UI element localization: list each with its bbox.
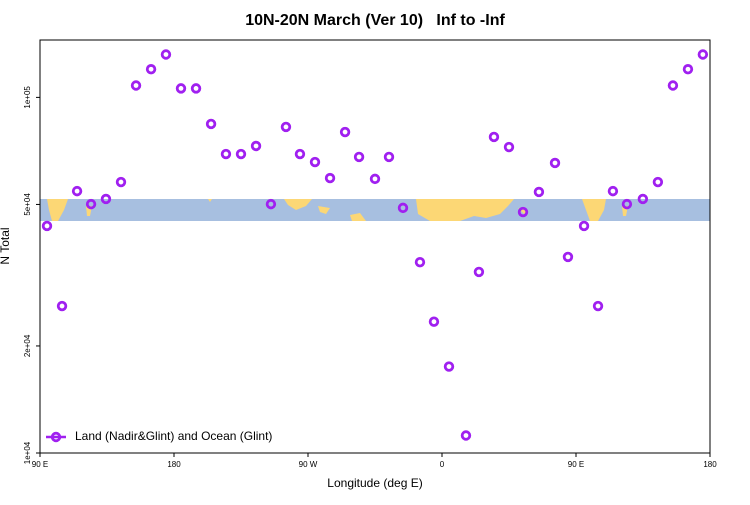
legend-marker [50, 431, 62, 443]
x-tick-label: 90 W [299, 460, 318, 469]
data-point [473, 266, 485, 278]
data-point [100, 193, 112, 205]
data-point [294, 148, 306, 160]
data-point [130, 80, 142, 91]
y-tick-label: 1e+05 [23, 86, 32, 109]
data-point [145, 64, 157, 75]
plot-frame [39, 39, 711, 454]
data-point [682, 64, 694, 75]
data-point [353, 151, 365, 163]
data-point [621, 198, 633, 210]
data-point [383, 151, 395, 163]
data-point [250, 140, 262, 152]
data-point [460, 430, 472, 441]
x-tick-label: 0 [440, 460, 445, 469]
x-tick-label: 90 E [568, 460, 584, 469]
data-point [667, 80, 679, 91]
data-point [265, 198, 277, 210]
y-axis-label: N Total [0, 227, 12, 264]
y-tick-label: 2e+04 [23, 334, 32, 357]
data-point [280, 121, 292, 133]
data-point [397, 202, 409, 214]
data-point [339, 126, 351, 138]
data-point [578, 220, 590, 232]
x-tick-label: 180 [703, 460, 717, 469]
data-point [324, 172, 336, 184]
data-point [414, 256, 426, 268]
data-point [592, 300, 604, 312]
data-point [309, 156, 321, 168]
x-tick-label: 180 [167, 460, 181, 469]
data-point [533, 186, 545, 198]
x-tick-label: 90 E [32, 460, 48, 469]
data-point [369, 173, 381, 185]
chart-title: 10N-20N March (Ver 10) Inf to -Inf [245, 12, 505, 29]
data-point [205, 118, 217, 130]
data-point [220, 148, 232, 160]
data-point [71, 185, 83, 197]
data-point [607, 185, 619, 197]
data-point [443, 361, 455, 372]
data-point [488, 131, 500, 143]
data-point [85, 198, 97, 210]
x-axis-label: Longitude (deg E) [327, 476, 422, 490]
data-point [56, 300, 68, 312]
y-tick-label: 5e+04 [23, 193, 32, 216]
data-point [428, 316, 440, 327]
data-point [41, 220, 53, 232]
data-point [562, 251, 574, 263]
data-point [115, 176, 127, 188]
legend-label: Land (Nadir&Glint) and Ocean (Glint) [75, 429, 272, 443]
data-point [160, 49, 172, 60]
data-point [517, 206, 529, 218]
data-point [549, 157, 561, 169]
data-point [190, 83, 202, 94]
data-point [697, 49, 709, 60]
data-point [637, 193, 649, 205]
map-band [40, 199, 710, 221]
data-point [503, 141, 515, 153]
data-point [235, 148, 247, 160]
data-point [652, 176, 664, 188]
data-point [175, 83, 187, 94]
y-tick-label: 1e+04 [23, 441, 32, 464]
